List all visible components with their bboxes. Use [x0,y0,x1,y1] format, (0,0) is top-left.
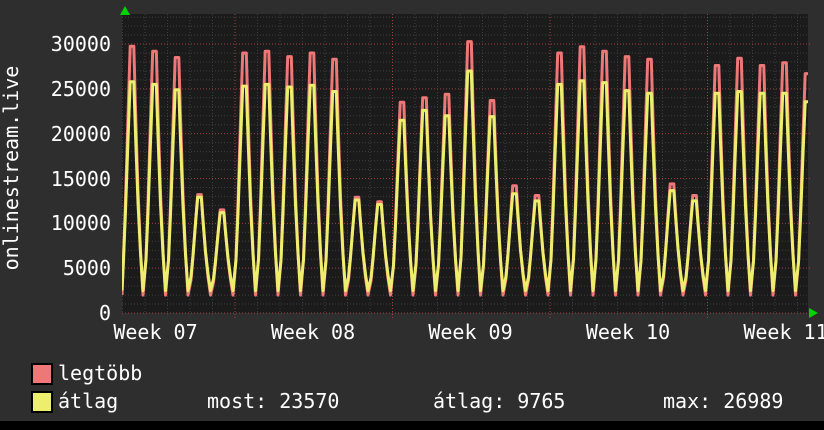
x-tick-label: Week 10 [585,320,671,344]
stat-max-label: max: [663,389,712,413]
y-axis-arrow-icon [120,6,130,15]
stat-most-label: most: [207,389,268,413]
x-tick-label: Week 11 [743,320,824,344]
x-tick-label: Week 07 [113,320,198,344]
stat-atlag: átlag: 9765 [433,390,565,412]
x-tick-label: Week 08 [270,320,356,344]
stat-atlag-label: átlag: [433,389,506,413]
x-axis-arrow-icon [809,308,818,318]
y-tick-label: 10000 [50,211,111,236]
y-tick-label: 30000 [50,32,111,56]
stat-atlag-value: 9765 [517,389,566,413]
legend-row-atlag: átlag [31,389,811,413]
atlag-label: átlag [58,389,119,413]
series-line-atlag [122,69,808,293]
y-tick-label: 0 [98,301,111,325]
x-tick-label: Week 09 [428,320,513,344]
y-tick-label: 15000 [50,166,111,191]
bottom-strip [0,421,824,430]
y-tick-label: 20000 [50,121,111,146]
y-tick-label: 25000 [50,76,111,101]
legtobb-swatch-icon [31,363,53,385]
stat-most: most: 23570 [207,390,339,412]
legtobb-label: legtöbb [58,361,143,385]
stat-most-value: 23570 [279,389,340,413]
stat-max: max: 26989 [663,390,783,412]
stat-max-value: 26989 [723,389,784,413]
y-tick-label: 5000 [62,256,111,281]
legend-row-legtobb: legtöbb [31,361,811,385]
atlag-swatch-icon [31,391,53,413]
